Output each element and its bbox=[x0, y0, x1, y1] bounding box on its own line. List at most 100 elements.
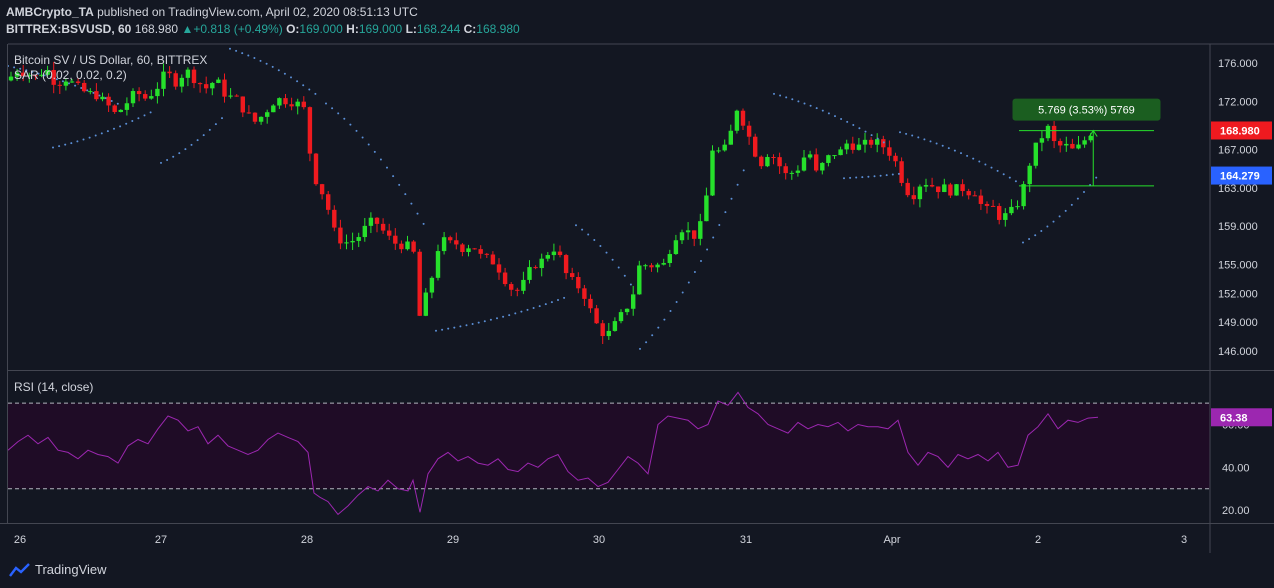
sar-dot bbox=[25, 69, 28, 72]
candle-body bbox=[45, 69, 50, 75]
sar-dot bbox=[867, 175, 870, 178]
candle-body bbox=[692, 230, 697, 239]
sar-dot bbox=[1058, 215, 1061, 218]
candle-body bbox=[502, 272, 508, 285]
sar-dot bbox=[190, 143, 193, 146]
price-tick-label: 155.000 bbox=[1218, 260, 1258, 272]
sar-dot bbox=[864, 130, 867, 133]
high-label: H: bbox=[346, 22, 359, 36]
candle-body bbox=[868, 139, 874, 145]
candle-body bbox=[283, 98, 288, 105]
candle-body bbox=[509, 284, 514, 290]
sar-dot bbox=[575, 224, 577, 227]
sar-dot bbox=[100, 132, 103, 135]
candle-body bbox=[777, 157, 782, 167]
candle-body bbox=[826, 155, 831, 163]
sar-dot bbox=[314, 92, 317, 95]
candle-body bbox=[124, 103, 130, 110]
candle-body bbox=[210, 82, 215, 89]
symbol-label[interactable]: BITTREX:BSVUSD, 60 bbox=[6, 22, 132, 36]
candle-body bbox=[753, 136, 758, 157]
author-name[interactable]: AMBCrypto_TA bbox=[6, 5, 94, 19]
candle-body bbox=[734, 110, 740, 131]
sar-dot bbox=[645, 341, 648, 344]
time-axis[interactable]: 26 27 28 29 30 31 Apr 2 3 bbox=[14, 534, 1187, 546]
candle-body bbox=[527, 267, 532, 280]
candle-body bbox=[441, 237, 447, 252]
candle-body bbox=[14, 72, 20, 77]
rsi-band-lines bbox=[8, 402, 1210, 490]
candle-body bbox=[1015, 206, 1020, 208]
candle-body bbox=[789, 172, 794, 174]
sar-dot bbox=[917, 136, 920, 139]
chart-canvas[interactable]: 5.769 (3.53%) 5769 176.000 172.000 167.000… bbox=[0, 0, 1274, 553]
candle-body bbox=[435, 251, 441, 278]
sar-dot bbox=[229, 47, 231, 50]
candle-body bbox=[454, 240, 459, 245]
candle-body bbox=[222, 79, 227, 97]
sar-dot bbox=[1064, 209, 1067, 212]
rsi-value-badge-bg bbox=[1211, 408, 1272, 427]
sar-value-badge: 164.279 bbox=[1211, 166, 1272, 185]
sar-dot bbox=[852, 124, 855, 127]
sar-dot bbox=[55, 78, 58, 81]
candle-body bbox=[551, 251, 557, 256]
sar-dot bbox=[367, 143, 370, 146]
candle-body bbox=[990, 205, 996, 207]
sar-dot bbox=[392, 175, 395, 178]
sar-dot bbox=[82, 138, 85, 141]
candle-body bbox=[405, 241, 410, 250]
sar-dot bbox=[325, 102, 327, 105]
candle-body bbox=[704, 195, 709, 222]
high-value: 169.000 bbox=[358, 22, 403, 36]
sar-dot bbox=[953, 149, 956, 152]
sar-dot bbox=[846, 120, 849, 123]
candle-body bbox=[563, 255, 569, 274]
candle-body bbox=[698, 221, 703, 239]
sar-dot bbox=[143, 114, 146, 117]
sar-dot bbox=[214, 123, 217, 126]
sar-dot bbox=[447, 327, 450, 330]
candle-body bbox=[51, 69, 56, 85]
publish-line: AMBCrypto_TA published on TradingView.co… bbox=[6, 4, 520, 21]
sar-dot bbox=[550, 301, 553, 304]
candle-body bbox=[380, 223, 386, 231]
measure-label-box bbox=[1012, 98, 1161, 121]
sar-dot bbox=[70, 142, 73, 145]
candle-body bbox=[356, 237, 361, 241]
time-tick-label: 3 bbox=[1181, 534, 1187, 546]
candle-body bbox=[856, 144, 862, 150]
candle-body bbox=[576, 277, 581, 289]
tradingview-logo[interactable]: TradingView bbox=[9, 562, 107, 577]
candle-body bbox=[234, 95, 239, 97]
sar-dot bbox=[947, 147, 950, 150]
sar-dot bbox=[110, 99, 113, 102]
candle-body bbox=[344, 242, 349, 244]
price-axis[interactable]: 176.000 172.000 167.000 163.000 159.000 155.0… bbox=[1218, 58, 1258, 358]
candle-body bbox=[21, 72, 26, 77]
sar-dot bbox=[477, 321, 480, 324]
sar-dot bbox=[386, 166, 388, 169]
candle-body bbox=[746, 125, 752, 137]
candle-body bbox=[759, 156, 764, 167]
sar-dot bbox=[94, 134, 97, 137]
rsi-indicator-label[interactable]: RSI (14, close) bbox=[14, 380, 93, 394]
candle-body bbox=[881, 139, 886, 148]
measure-tool[interactable]: 5.769 (3.53%) 5769 bbox=[1012, 98, 1161, 187]
close-label: C: bbox=[463, 22, 477, 36]
sar-dot bbox=[149, 111, 152, 114]
candle-body bbox=[893, 155, 898, 162]
candle-body bbox=[100, 96, 105, 100]
sar-dot bbox=[13, 66, 16, 69]
candle-body bbox=[63, 81, 69, 86]
sar-dot bbox=[861, 176, 864, 179]
candle-body bbox=[179, 77, 184, 87]
price-tick-label: 152.000 bbox=[1218, 288, 1258, 300]
sar-dot bbox=[724, 211, 727, 214]
sar-dot bbox=[617, 266, 620, 269]
candle-body bbox=[106, 96, 111, 106]
candle-body bbox=[185, 69, 191, 78]
sar-indicator-label[interactable]: SAR (0.02, 0.02, 0.2) bbox=[14, 68, 127, 82]
candle-body bbox=[972, 195, 977, 197]
